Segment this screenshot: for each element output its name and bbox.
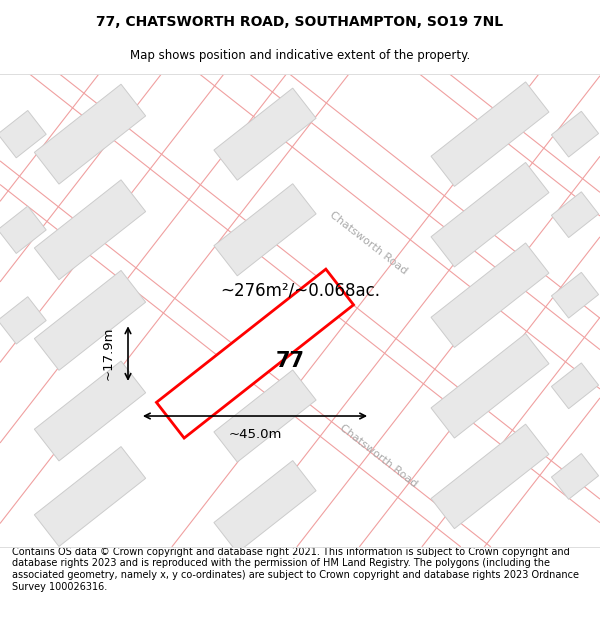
Text: ~276m²/~0.068ac.: ~276m²/~0.068ac. (220, 281, 380, 299)
Polygon shape (34, 84, 146, 184)
Text: ~45.0m: ~45.0m (229, 428, 281, 441)
Polygon shape (551, 192, 599, 238)
Polygon shape (551, 454, 599, 499)
Text: 77: 77 (275, 351, 305, 371)
Polygon shape (34, 447, 146, 546)
Polygon shape (214, 184, 316, 276)
Text: 77, CHATSWORTH ROAD, SOUTHAMPTON, SO19 7NL: 77, CHATSWORTH ROAD, SOUTHAMPTON, SO19 7… (97, 15, 503, 29)
Text: ~17.9m: ~17.9m (101, 327, 115, 381)
Text: Map shows position and indicative extent of the property.: Map shows position and indicative extent… (130, 49, 470, 62)
Polygon shape (431, 243, 549, 348)
Polygon shape (0, 206, 46, 254)
Polygon shape (431, 424, 549, 529)
Text: Chatsworth Road: Chatsworth Road (337, 423, 419, 489)
Polygon shape (157, 269, 353, 438)
Polygon shape (214, 461, 316, 552)
Text: Contains OS data © Crown copyright and database right 2021. This information is : Contains OS data © Crown copyright and d… (12, 547, 579, 592)
Polygon shape (431, 162, 549, 267)
Polygon shape (214, 370, 316, 462)
Text: Chatsworth Road: Chatsworth Road (328, 209, 409, 276)
Polygon shape (214, 88, 316, 180)
Polygon shape (431, 82, 549, 186)
Polygon shape (551, 272, 599, 318)
Polygon shape (0, 297, 46, 344)
Polygon shape (431, 334, 549, 438)
Polygon shape (0, 111, 46, 158)
Polygon shape (34, 271, 146, 371)
Polygon shape (551, 111, 599, 157)
Polygon shape (34, 361, 146, 461)
Polygon shape (551, 363, 599, 409)
Polygon shape (34, 180, 146, 280)
